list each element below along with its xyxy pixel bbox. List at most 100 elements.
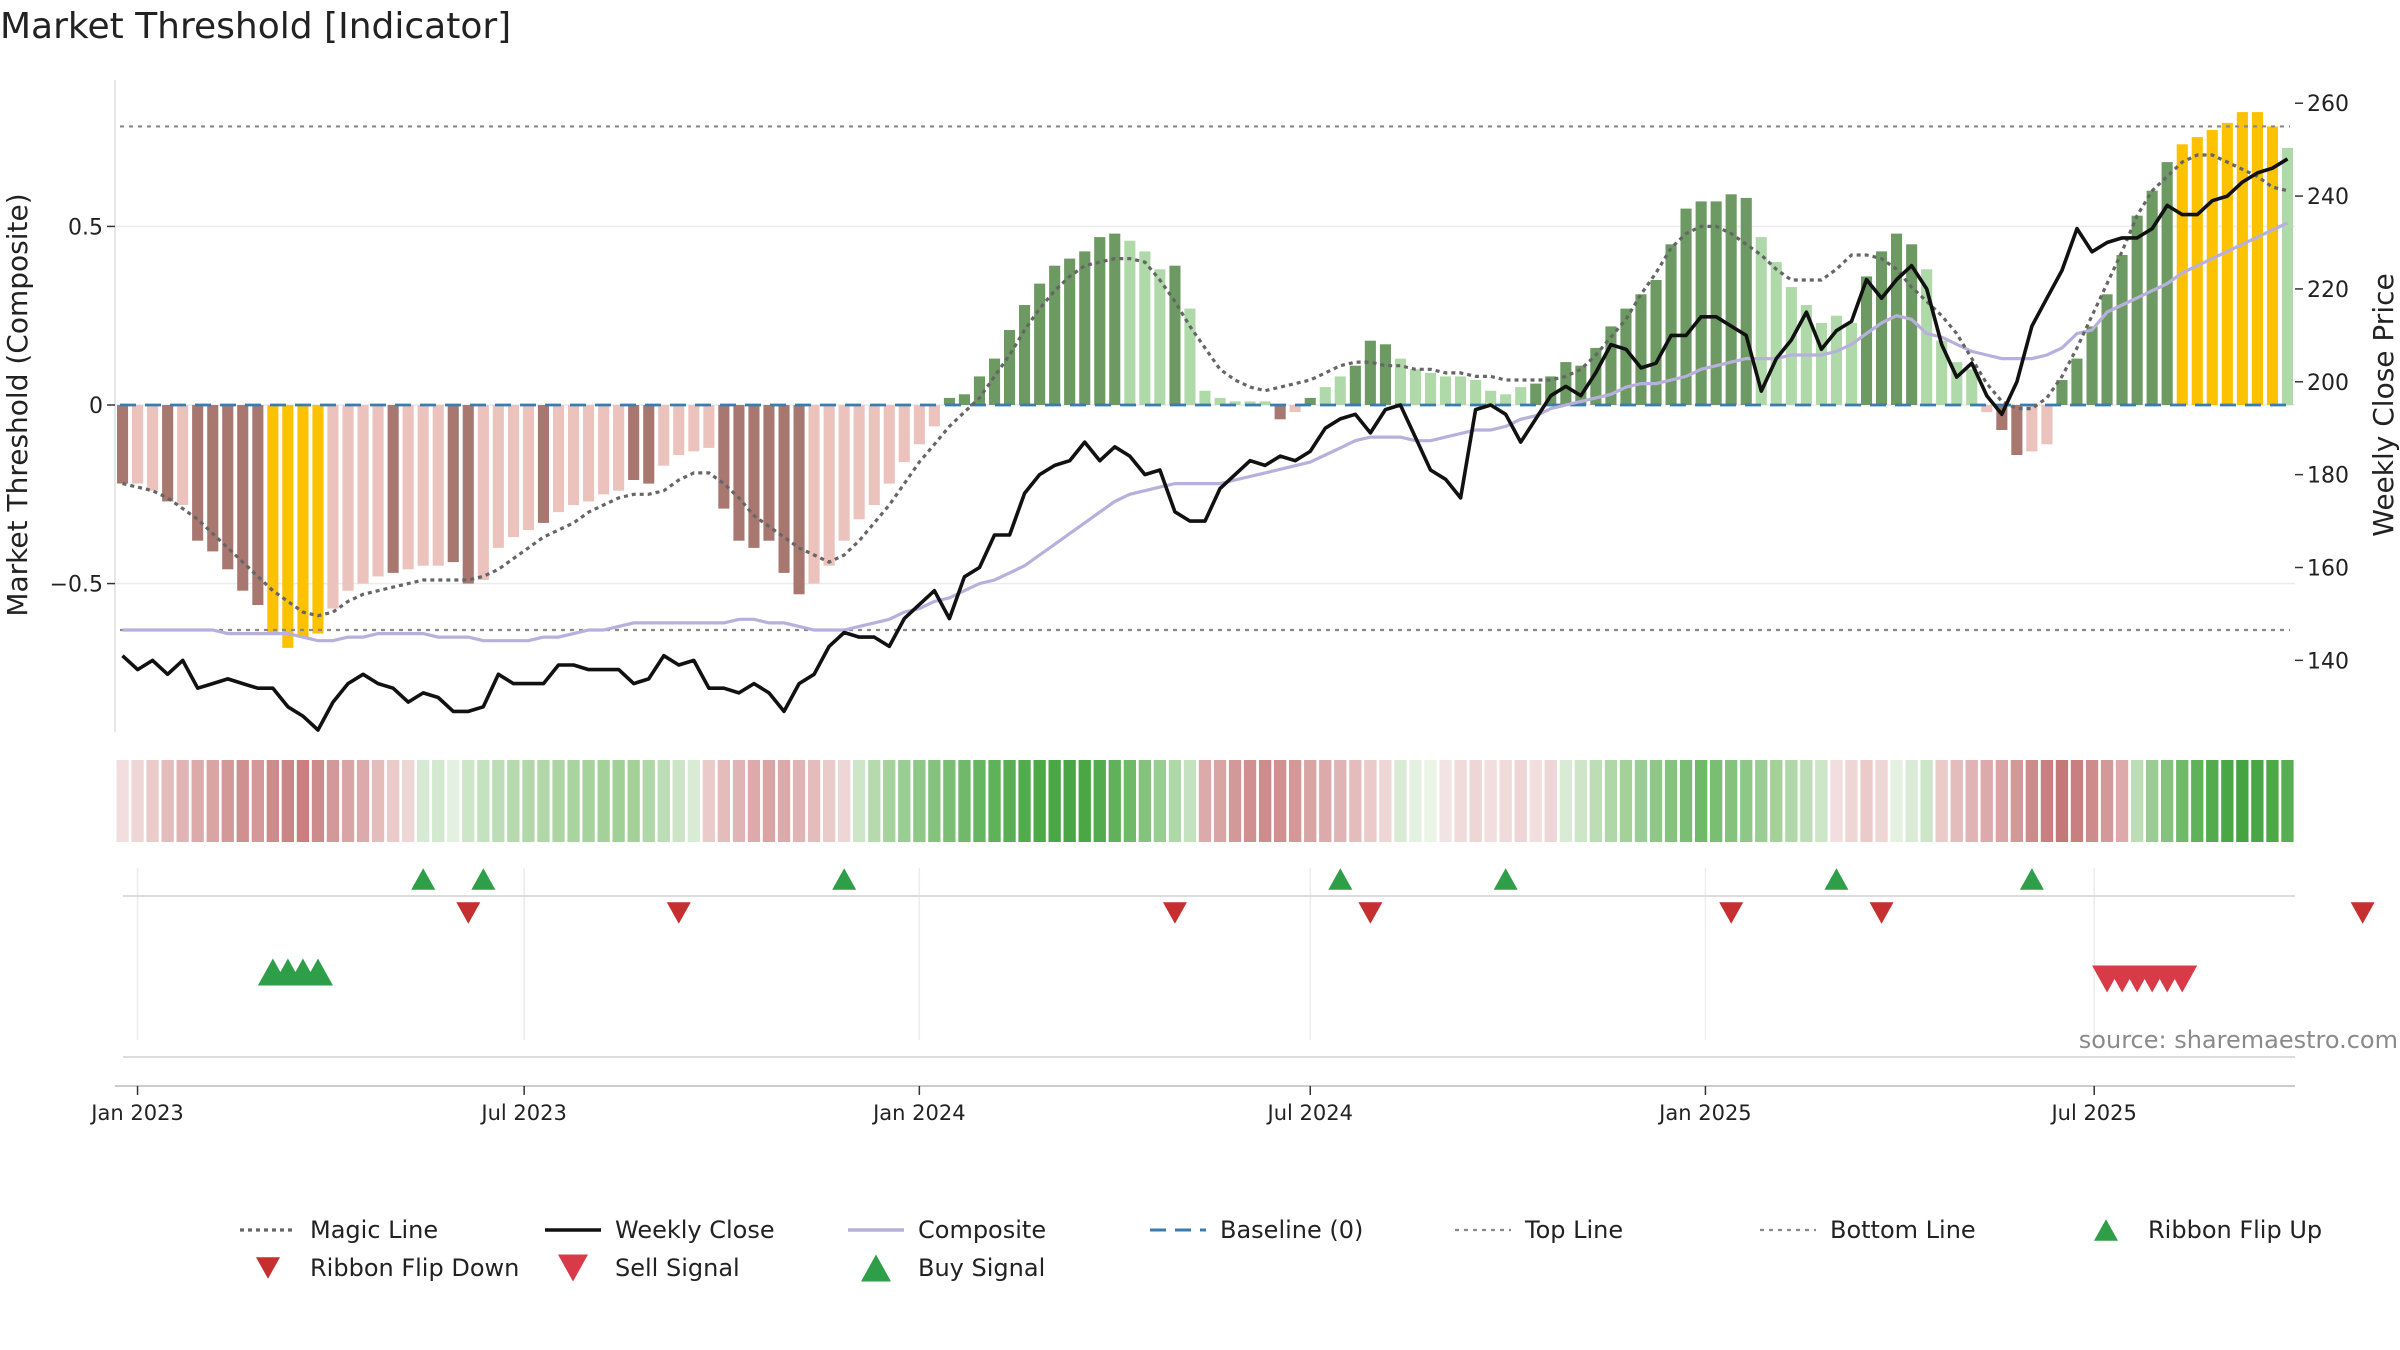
ribbon-cell [1514, 760, 1527, 842]
ribbon-cell [2010, 760, 2023, 842]
histogram-bar [868, 405, 880, 505]
ribbon-cell [792, 760, 806, 842]
histogram-bar [973, 376, 985, 405]
source-watermark: source: sharemaestro.com [2079, 1026, 2398, 1054]
legend-item: Ribbon Flip Up [2094, 1216, 2322, 1244]
legend-label: Magic Line [310, 1216, 438, 1244]
histogram-bar [1394, 358, 1406, 405]
ribbon-cell [1815, 760, 1828, 842]
ribbon-cell [1755, 760, 1768, 842]
histogram-bar [1906, 244, 1918, 405]
histogram-bar [417, 405, 429, 566]
histogram-bar [1830, 315, 1842, 405]
histogram-bar [2146, 190, 2158, 405]
ribbon-cell [1198, 760, 1212, 842]
histogram-bar [673, 405, 685, 455]
histogram-bar [703, 405, 715, 448]
histogram-bar [2191, 137, 2203, 405]
ribbon-cell [597, 760, 610, 842]
histogram-bar [2071, 358, 2083, 405]
histogram-bar [2011, 405, 2023, 455]
histogram-bar [928, 405, 940, 427]
histogram-bar [1515, 387, 1527, 405]
histogram-bar [958, 394, 970, 405]
ribbon-cell [1123, 760, 1136, 842]
histogram-bar [1440, 376, 1452, 405]
ribbon-cell [1439, 760, 1452, 842]
histogram-bar [1876, 251, 1888, 405]
ribbon-cell [2070, 760, 2084, 842]
histogram-bar [1650, 280, 1662, 405]
ribbon-cell [417, 760, 430, 842]
ribbon-cell [913, 760, 926, 842]
ribbon-cell [1920, 760, 1933, 842]
ribbon-cell [2055, 760, 2069, 842]
histogram-bar [1755, 237, 1767, 405]
histogram-bar [147, 405, 159, 491]
ribbon-cell [1484, 760, 1497, 842]
histogram-bar [462, 405, 474, 584]
ribbon-cell [1093, 760, 1106, 842]
x-tick-label: Jan 2023 [89, 1101, 184, 1125]
histogram-bar [342, 405, 354, 591]
ribbon-cell [1935, 760, 1948, 842]
histogram-bar [1169, 265, 1181, 405]
signal-rows [123, 868, 2375, 1058]
ribbon-cell [2176, 760, 2189, 842]
histogram-bar [1244, 401, 1256, 405]
ribbon-cell [868, 760, 881, 842]
ribbon-cell [1695, 760, 1708, 842]
histogram-bar [733, 405, 745, 541]
ribbon-cell [1845, 760, 1858, 842]
histogram-bar [267, 405, 279, 634]
histogram-bar [162, 405, 174, 502]
histogram-bar [1334, 376, 1346, 405]
histogram-bar [1214, 397, 1226, 405]
ribbon-cell [853, 760, 866, 842]
histogram-bar [1184, 308, 1196, 405]
histogram-bar [658, 405, 670, 466]
histogram-bar [1199, 390, 1211, 405]
histogram-bar [1139, 251, 1151, 405]
ribbon-cell [176, 760, 189, 842]
ribbon-cell [958, 760, 971, 842]
histogram-bar [1530, 383, 1542, 405]
x-tick-label: Jul 2025 [2049, 1101, 2136, 1125]
ribbon-cell [1033, 760, 1046, 842]
histogram-bar [1094, 237, 1106, 405]
histogram-bar [1379, 344, 1391, 405]
histogram-bar [1349, 365, 1361, 405]
ribbon-cell [567, 760, 580, 842]
line-series [120, 125, 2290, 732]
legend-swatch-triangle-up [861, 1254, 891, 1282]
legend-item: Sell Signal [558, 1254, 740, 1282]
histogram-bar [823, 405, 835, 566]
ribbon-cell [116, 760, 129, 842]
ribbon-cell [1424, 760, 1437, 842]
ribbon-strip [116, 760, 2294, 842]
ribbon-cell [1890, 760, 1903, 842]
ribbon-cell [988, 760, 1001, 842]
ribbon-cell [1965, 760, 1978, 842]
ribbon-cell [537, 760, 550, 842]
ribbon-cell [1875, 760, 1888, 842]
histogram-bar [237, 405, 249, 591]
legend-item: Top Line [1455, 1216, 1623, 1244]
legend-swatch-triangle-down [558, 1254, 588, 1282]
histogram-bar [2266, 126, 2278, 406]
histogram-bar [2041, 405, 2053, 445]
ribbon-cell [732, 760, 746, 842]
histogram-bar [553, 405, 565, 513]
histogram-bar [688, 405, 700, 452]
ribbon-cell [687, 760, 700, 842]
histogram-bar [1079, 251, 1091, 405]
ribbon-cell [371, 760, 385, 842]
histogram-bar [1124, 240, 1136, 405]
histogram-bar [1725, 194, 1737, 405]
ribbon-cell [2146, 760, 2159, 842]
ribbon-cell [161, 760, 174, 842]
ribbon-cell [462, 760, 475, 842]
ribbon-cell [1304, 760, 1317, 842]
histogram-bar [1229, 401, 1241, 405]
